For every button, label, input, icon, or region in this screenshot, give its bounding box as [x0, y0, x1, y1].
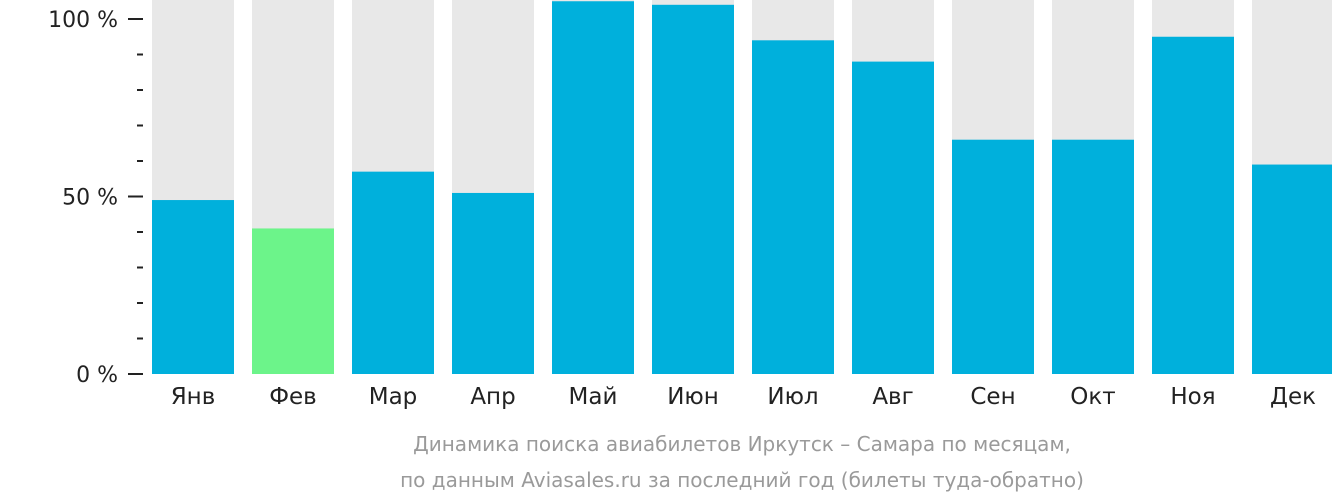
x-tick-label-1: Янв	[171, 384, 216, 410]
x-tick-label-8: Авг	[872, 384, 913, 410]
y-tick-label-1: 100 %	[48, 8, 118, 33]
bar-9	[952, 139, 1034, 374]
caption-line-1: Динамика поиска авиабилетов Иркутск – Са…	[413, 432, 1071, 456]
x-tick-label-6: Июн	[667, 384, 719, 410]
bar-12	[1252, 164, 1332, 374]
x-tick-label-12: Дек	[1270, 384, 1316, 410]
x-axis-labels: Янв Фев Мар Апр Май Июн Июл Авг Сен Окт Ноя Дек	[171, 384, 1316, 410]
x-tick-label-3: Мар	[369, 384, 418, 410]
bar-3	[352, 171, 434, 374]
y-axis: 100 % 50 % 0 %	[48, 8, 143, 388]
bar-11	[1152, 36, 1234, 374]
bar-7	[752, 40, 834, 375]
bar-4	[452, 192, 534, 374]
x-tick-label-5: Май	[569, 384, 618, 410]
caption-line-2: по данным Aviasales.ru за последний год …	[400, 468, 1084, 492]
bar-1	[152, 200, 234, 374]
y-tick-label-3: 0 %	[76, 363, 118, 388]
bar-2	[252, 228, 334, 374]
data-bars	[152, 1, 1332, 375]
x-tick-label-10: Окт	[1070, 384, 1115, 410]
bar-8	[852, 61, 934, 374]
x-tick-label-7: Июл	[767, 384, 818, 410]
y-tick-label-2: 50 %	[62, 186, 118, 211]
bar-10	[1052, 139, 1134, 374]
x-tick-label-9: Сен	[970, 384, 1015, 410]
x-tick-label-11: Ноя	[1170, 384, 1215, 410]
bar-6	[652, 4, 734, 375]
x-tick-label-2: Фев	[269, 384, 317, 410]
bar-5	[552, 1, 634, 374]
x-tick-label-4: Апр	[470, 384, 515, 410]
